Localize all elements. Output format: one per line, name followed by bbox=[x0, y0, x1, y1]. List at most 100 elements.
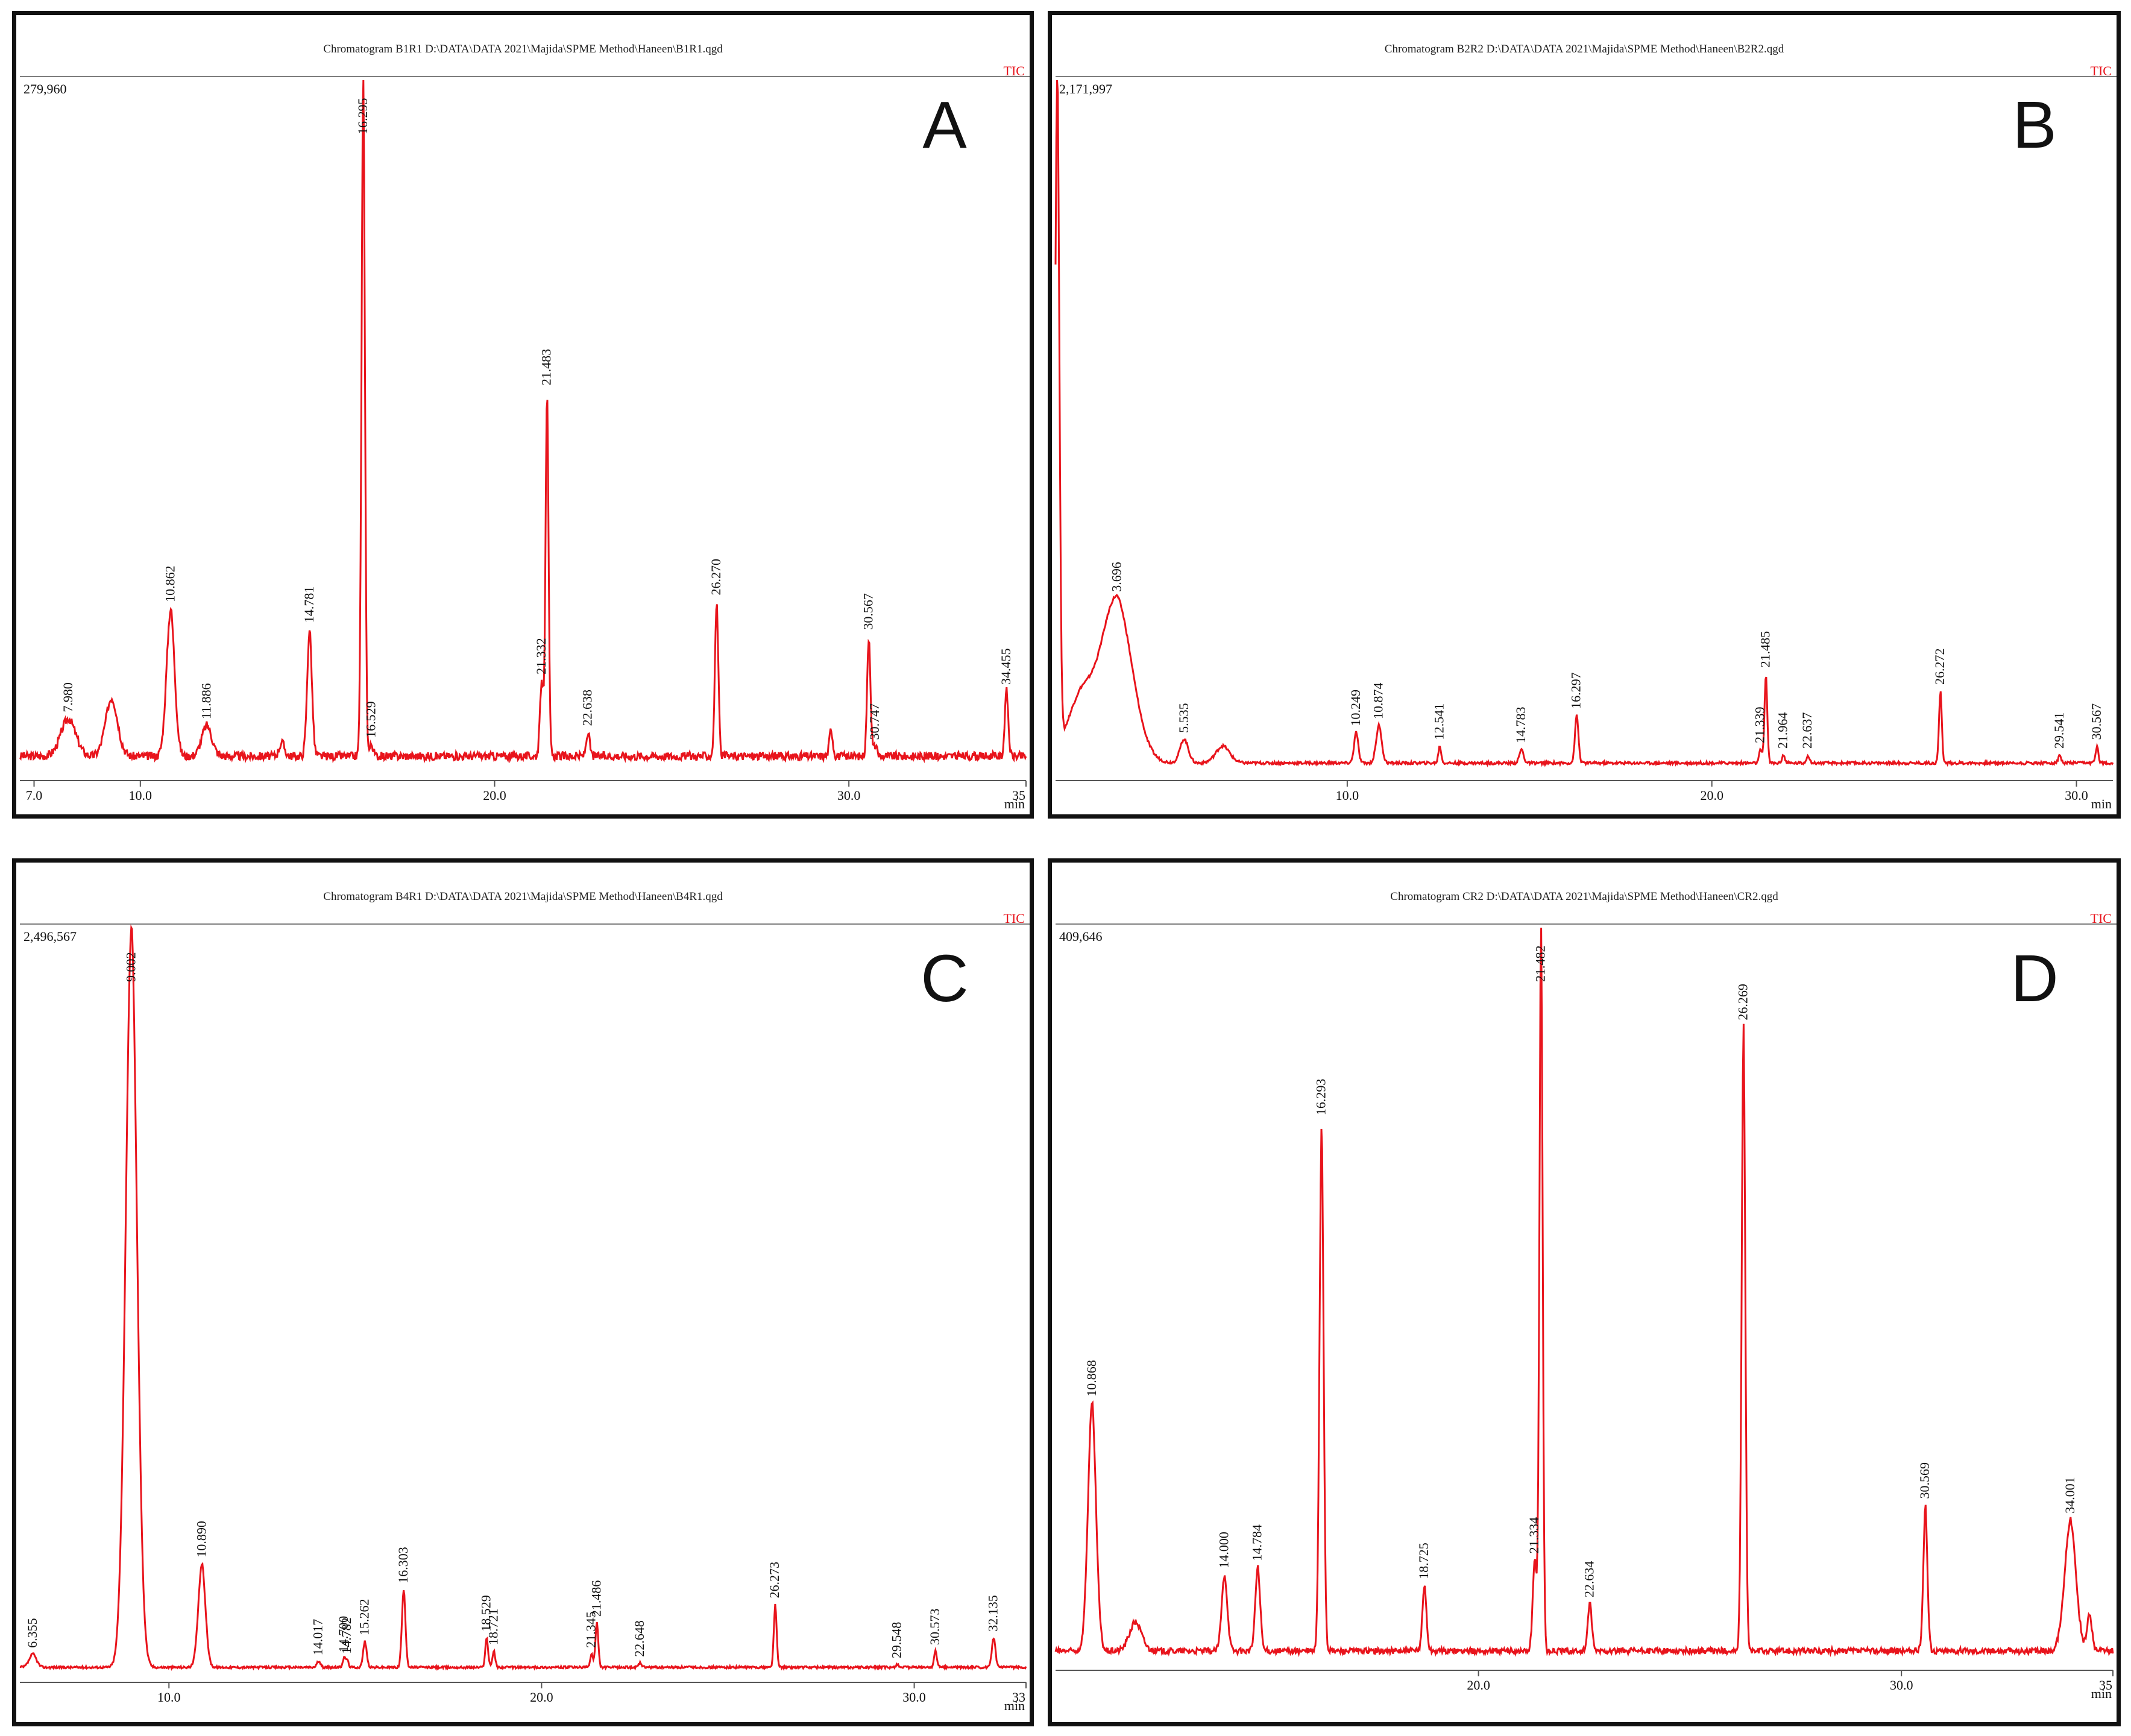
peak-label: 14.784 bbox=[1250, 1524, 1265, 1561]
tic-trace bbox=[1054, 80, 2114, 768]
peak-label: 10.249 bbox=[1348, 690, 1363, 726]
peak-label: 30.569 bbox=[1917, 1462, 1932, 1499]
peak-label: 14.782 bbox=[339, 1617, 354, 1654]
peak-label: 16.303 bbox=[395, 1547, 411, 1583]
peak-label: 14.783 bbox=[1513, 707, 1528, 744]
peak-label: 15.262 bbox=[357, 1599, 372, 1635]
chart-title: Chromatogram B1R1 D:\DATA\DATA 2021\Maji… bbox=[323, 43, 723, 55]
chart-a: Chromatogram B1R1 D:\DATA\DATA 2021\Maji… bbox=[19, 43, 1030, 811]
peak-label: 10.868 bbox=[1084, 1360, 1099, 1397]
peak-label: 16.295 bbox=[355, 98, 370, 135]
panel-letter: B bbox=[2012, 88, 2056, 162]
peak-label: 30.567 bbox=[860, 593, 875, 630]
max-intensity-label: 2,496,567 bbox=[24, 929, 77, 944]
peak-label: 30.567 bbox=[2089, 703, 2104, 740]
peak-label: 30.573 bbox=[927, 1608, 942, 1645]
panel-letter: D bbox=[2010, 942, 2058, 1016]
max-intensity-label: 2,171,997 bbox=[1059, 81, 1112, 96]
peak-label: 10.874 bbox=[1371, 683, 1386, 720]
x-tick-label: 20.0 bbox=[530, 1690, 553, 1705]
max-intensity-label: 279,960 bbox=[24, 81, 67, 96]
peak-label: 22.634 bbox=[1581, 1561, 1596, 1598]
peak-label: 21.334 bbox=[1526, 1517, 1541, 1554]
peak-label: 29.548 bbox=[889, 1622, 904, 1659]
peak-label: 30.747 bbox=[867, 703, 882, 740]
x-tick-label: 35 bbox=[2099, 1678, 2112, 1693]
peak-label: 34.001 bbox=[2062, 1477, 2077, 1514]
panel-letter: C bbox=[921, 942, 968, 1016]
peak-label: 14.017 bbox=[310, 1619, 326, 1656]
peak-label: 16.297 bbox=[1569, 672, 1584, 709]
series-label: TIC bbox=[2091, 63, 2112, 78]
x-tick-label: 30.0 bbox=[837, 788, 861, 803]
peak-label: 21.482 bbox=[1533, 946, 1548, 983]
series-label: TIC bbox=[1004, 911, 1025, 926]
chart-b: Chromatogram B2R2 D:\DATA\DATA 2021\Maji… bbox=[1054, 43, 2117, 811]
peak-label: 10.862 bbox=[162, 565, 177, 602]
peak-label: 7.980 bbox=[60, 682, 75, 712]
chromatogram-panel-b: Chromatogram B2R2 D:\DATA\DATA 2021\Maji… bbox=[1048, 11, 2121, 819]
x-tick-label: 30.0 bbox=[2065, 788, 2088, 803]
peak-label: 26.269 bbox=[1735, 984, 1750, 1021]
chart-c: Chromatogram B4R1 D:\DATA\DATA 2021\Maji… bbox=[19, 890, 1030, 1713]
chromatogram-panel-a: Chromatogram B1R1 D:\DATA\DATA 2021\Maji… bbox=[12, 11, 1034, 819]
tic-trace bbox=[19, 924, 1027, 1672]
x-tick-label: 10.0 bbox=[129, 788, 153, 803]
peak-label: 21.486 bbox=[588, 1580, 603, 1617]
series-label: TIC bbox=[2091, 911, 2112, 926]
x-tick-label: 33 bbox=[1012, 1690, 1025, 1705]
peak-label: 26.270 bbox=[708, 559, 723, 596]
peak-label: 21.964 bbox=[1775, 712, 1790, 749]
peak-label: 14.781 bbox=[301, 587, 316, 623]
panel-letter: A bbox=[922, 88, 967, 162]
peak-label: 32.135 bbox=[986, 1595, 1001, 1632]
chart-title: Chromatogram B2R2 D:\DATA\DATA 2021\Maji… bbox=[1385, 43, 1784, 55]
peak-label: 22.638 bbox=[580, 690, 595, 726]
x-tick-label: 30.0 bbox=[902, 1690, 926, 1705]
peak-label: 16.293 bbox=[1314, 1079, 1329, 1115]
peak-label: 18.529 bbox=[478, 1595, 493, 1632]
peak-label: 26.272 bbox=[1932, 648, 1947, 685]
peak-label: 6.355 bbox=[25, 1618, 40, 1648]
peak-label: 12.541 bbox=[1432, 703, 1447, 740]
peak-label: 3.696 bbox=[1109, 562, 1124, 592]
peak-label: 21.483 bbox=[539, 349, 554, 386]
peak-label: 5.535 bbox=[1176, 703, 1191, 733]
peak-label: 21.332 bbox=[534, 638, 549, 675]
peak-label: 21.345 bbox=[584, 1611, 599, 1648]
x-tick-label: 10.0 bbox=[1336, 788, 1359, 803]
tic-trace bbox=[1054, 927, 2114, 1658]
peak-label: 22.648 bbox=[632, 1620, 647, 1657]
x-axis-label: min bbox=[2091, 796, 2112, 811]
peak-label: 34.455 bbox=[998, 648, 1013, 685]
peak-label: 11.886 bbox=[199, 683, 214, 719]
x-tick-label: 20.0 bbox=[483, 788, 506, 803]
peak-label: 18.725 bbox=[1416, 1543, 1431, 1579]
peak-label: 10.890 bbox=[194, 1521, 209, 1558]
peak-label: 21.339 bbox=[1752, 707, 1767, 744]
chromatogram-panel-c: Chromatogram B4R1 D:\DATA\DATA 2021\Maji… bbox=[12, 858, 1034, 1726]
chart-title: Chromatogram B4R1 D:\DATA\DATA 2021\Maji… bbox=[323, 890, 723, 903]
x-tick-label: 20.0 bbox=[1700, 788, 1723, 803]
series-label: TIC bbox=[1004, 63, 1025, 78]
x-tick-label: 35 bbox=[1012, 788, 1025, 803]
chromatogram-panel-d: Chromatogram CR2 D:\DATA\DATA 2021\Majid… bbox=[1048, 858, 2121, 1726]
peak-label: 26.273 bbox=[767, 1562, 782, 1599]
tic-trace bbox=[19, 80, 1027, 764]
peak-label: 9.002 bbox=[124, 952, 139, 983]
peak-label: 14.000 bbox=[1217, 1532, 1232, 1568]
peak-label: 18.721 bbox=[485, 1608, 500, 1645]
peak-label: 22.637 bbox=[1799, 712, 1815, 749]
peak-label: 16.529 bbox=[364, 701, 379, 738]
x-tick-label: 10.0 bbox=[157, 1690, 181, 1705]
x-axis-label: min bbox=[2091, 1686, 2112, 1701]
x-tick-label: 20.0 bbox=[1467, 1678, 1490, 1693]
peak-label: 14.700 bbox=[336, 1616, 351, 1653]
chart-title: Chromatogram CR2 D:\DATA\DATA 2021\Majid… bbox=[1390, 890, 1778, 903]
x-axis-label: min bbox=[1004, 796, 1025, 811]
peak-label: 29.541 bbox=[2051, 712, 2066, 749]
chart-d: Chromatogram CR2 D:\DATA\DATA 2021\Majid… bbox=[1054, 890, 2117, 1701]
peak-label: 21.485 bbox=[1758, 631, 1773, 668]
x-tick-label: 7.0 bbox=[26, 788, 43, 803]
x-tick-label: 30.0 bbox=[1890, 1678, 1913, 1693]
